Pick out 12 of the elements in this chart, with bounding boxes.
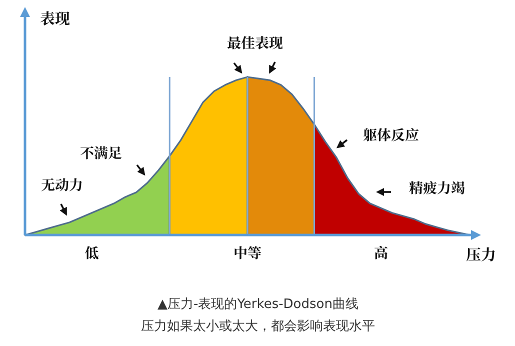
x-tick-label: 中等 bbox=[234, 243, 262, 263]
text: 压力如果太小或太大，都会影响表现水平 bbox=[141, 319, 375, 334]
annotation: 不满足 bbox=[80, 143, 122, 163]
annotation: 躯体反应 bbox=[363, 125, 419, 145]
text: 最佳表现 bbox=[227, 33, 283, 53]
annotation: 精疲力竭 bbox=[409, 178, 465, 198]
x-axis-title: 压力 bbox=[466, 244, 496, 265]
y-axis-title: 表现 bbox=[40, 8, 70, 29]
x-tick-label: 低 bbox=[84, 243, 99, 263]
annotation: 无动力 bbox=[41, 175, 83, 195]
x-tick-label: 高 bbox=[374, 243, 388, 263]
text: ▲压力-表现的Yerkes-Dodson曲线 bbox=[158, 297, 358, 312]
